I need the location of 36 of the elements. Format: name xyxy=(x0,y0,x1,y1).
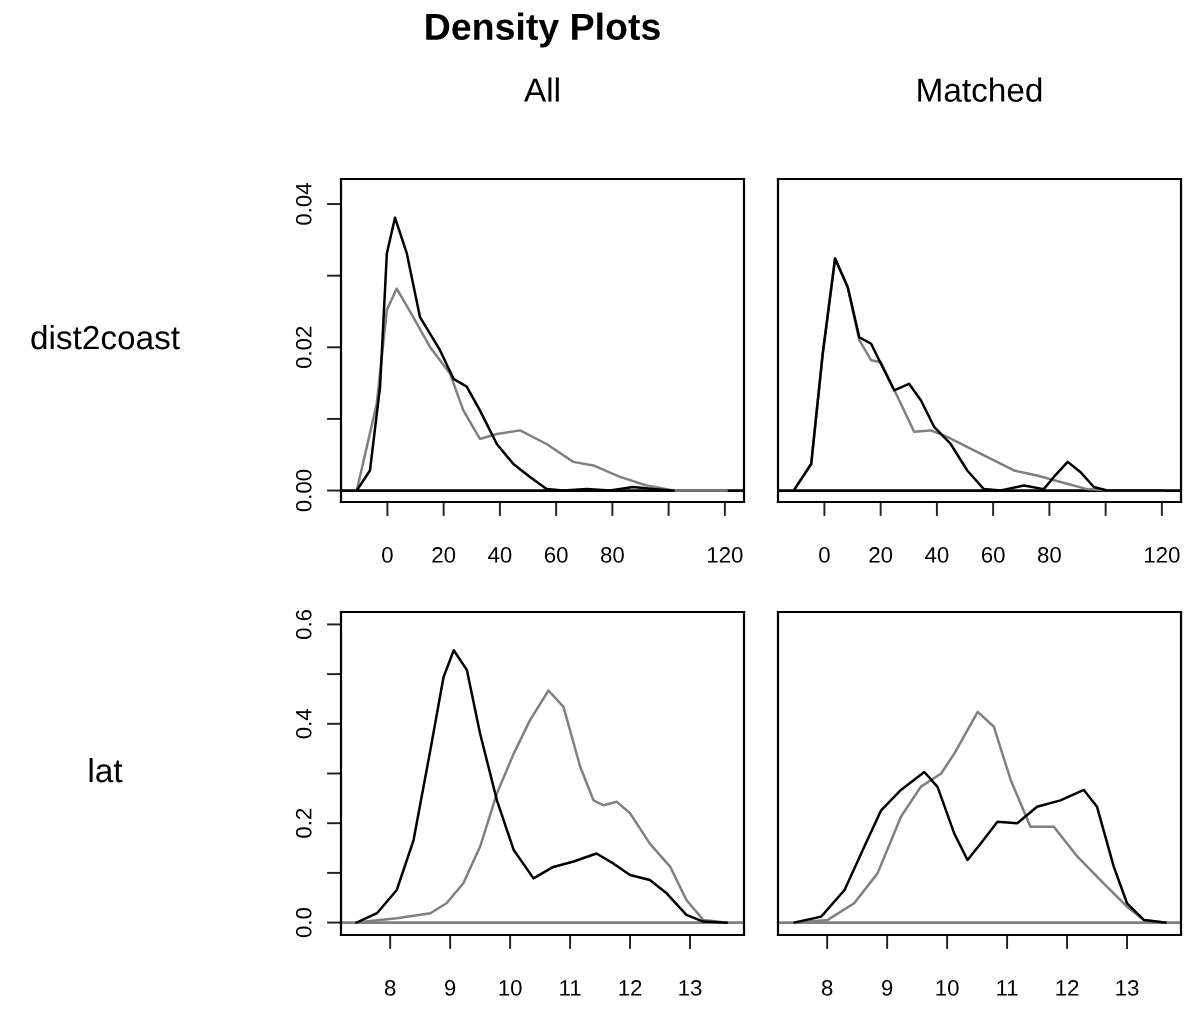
y-tick-label: 0.02 xyxy=(295,326,312,369)
x-tick-label: 0 xyxy=(819,547,830,563)
x-tick-label: 120 xyxy=(708,547,743,563)
x-tick-label: 9 xyxy=(882,980,893,996)
chart-title: Density Plots xyxy=(426,12,660,48)
x-tick-label: 13 xyxy=(679,980,702,996)
x-tick-label: 60 xyxy=(981,547,1005,563)
x-tick-label: 9 xyxy=(445,980,456,996)
y-tick-label: 0.00 xyxy=(295,469,312,512)
x-tick-label: 40 xyxy=(488,547,512,563)
y-tick-label: 0.6 xyxy=(295,609,312,639)
chart-subtitle: Matched xyxy=(918,77,1042,102)
y-tick-label: 0.2 xyxy=(295,808,312,838)
x-tick-label: 11 xyxy=(997,980,1018,996)
x-tick-label: 120 xyxy=(1145,547,1180,563)
x-tick-label: 80 xyxy=(600,547,624,563)
y-axis-title: lat xyxy=(89,757,123,783)
x-tick-label: 0 xyxy=(382,547,393,563)
x-tick-label: 12 xyxy=(1056,980,1079,996)
x-tick-label: 80 xyxy=(1037,547,1061,563)
y-tick-label: 0.04 xyxy=(295,183,312,225)
x-tick-label: 11 xyxy=(560,980,581,996)
x-tick-label: 8 xyxy=(384,980,396,996)
x-tick-label: 13 xyxy=(1116,980,1139,996)
x-tick-label: 20 xyxy=(869,547,893,563)
x-tick-label: 8 xyxy=(821,980,833,996)
x-tick-label: 12 xyxy=(619,980,642,996)
x-tick-label: 10 xyxy=(936,980,959,996)
x-tick-label: 40 xyxy=(925,547,949,563)
y-axis-title: dist2coast xyxy=(31,324,180,350)
y-tick-label: 0.0 xyxy=(295,908,312,938)
y-tick-label: 0.4 xyxy=(295,709,312,739)
x-tick-label: 60 xyxy=(544,547,568,563)
x-tick-label: 10 xyxy=(499,980,522,996)
x-tick-label: 20 xyxy=(432,547,456,563)
chart-subtitle: All xyxy=(524,77,559,102)
